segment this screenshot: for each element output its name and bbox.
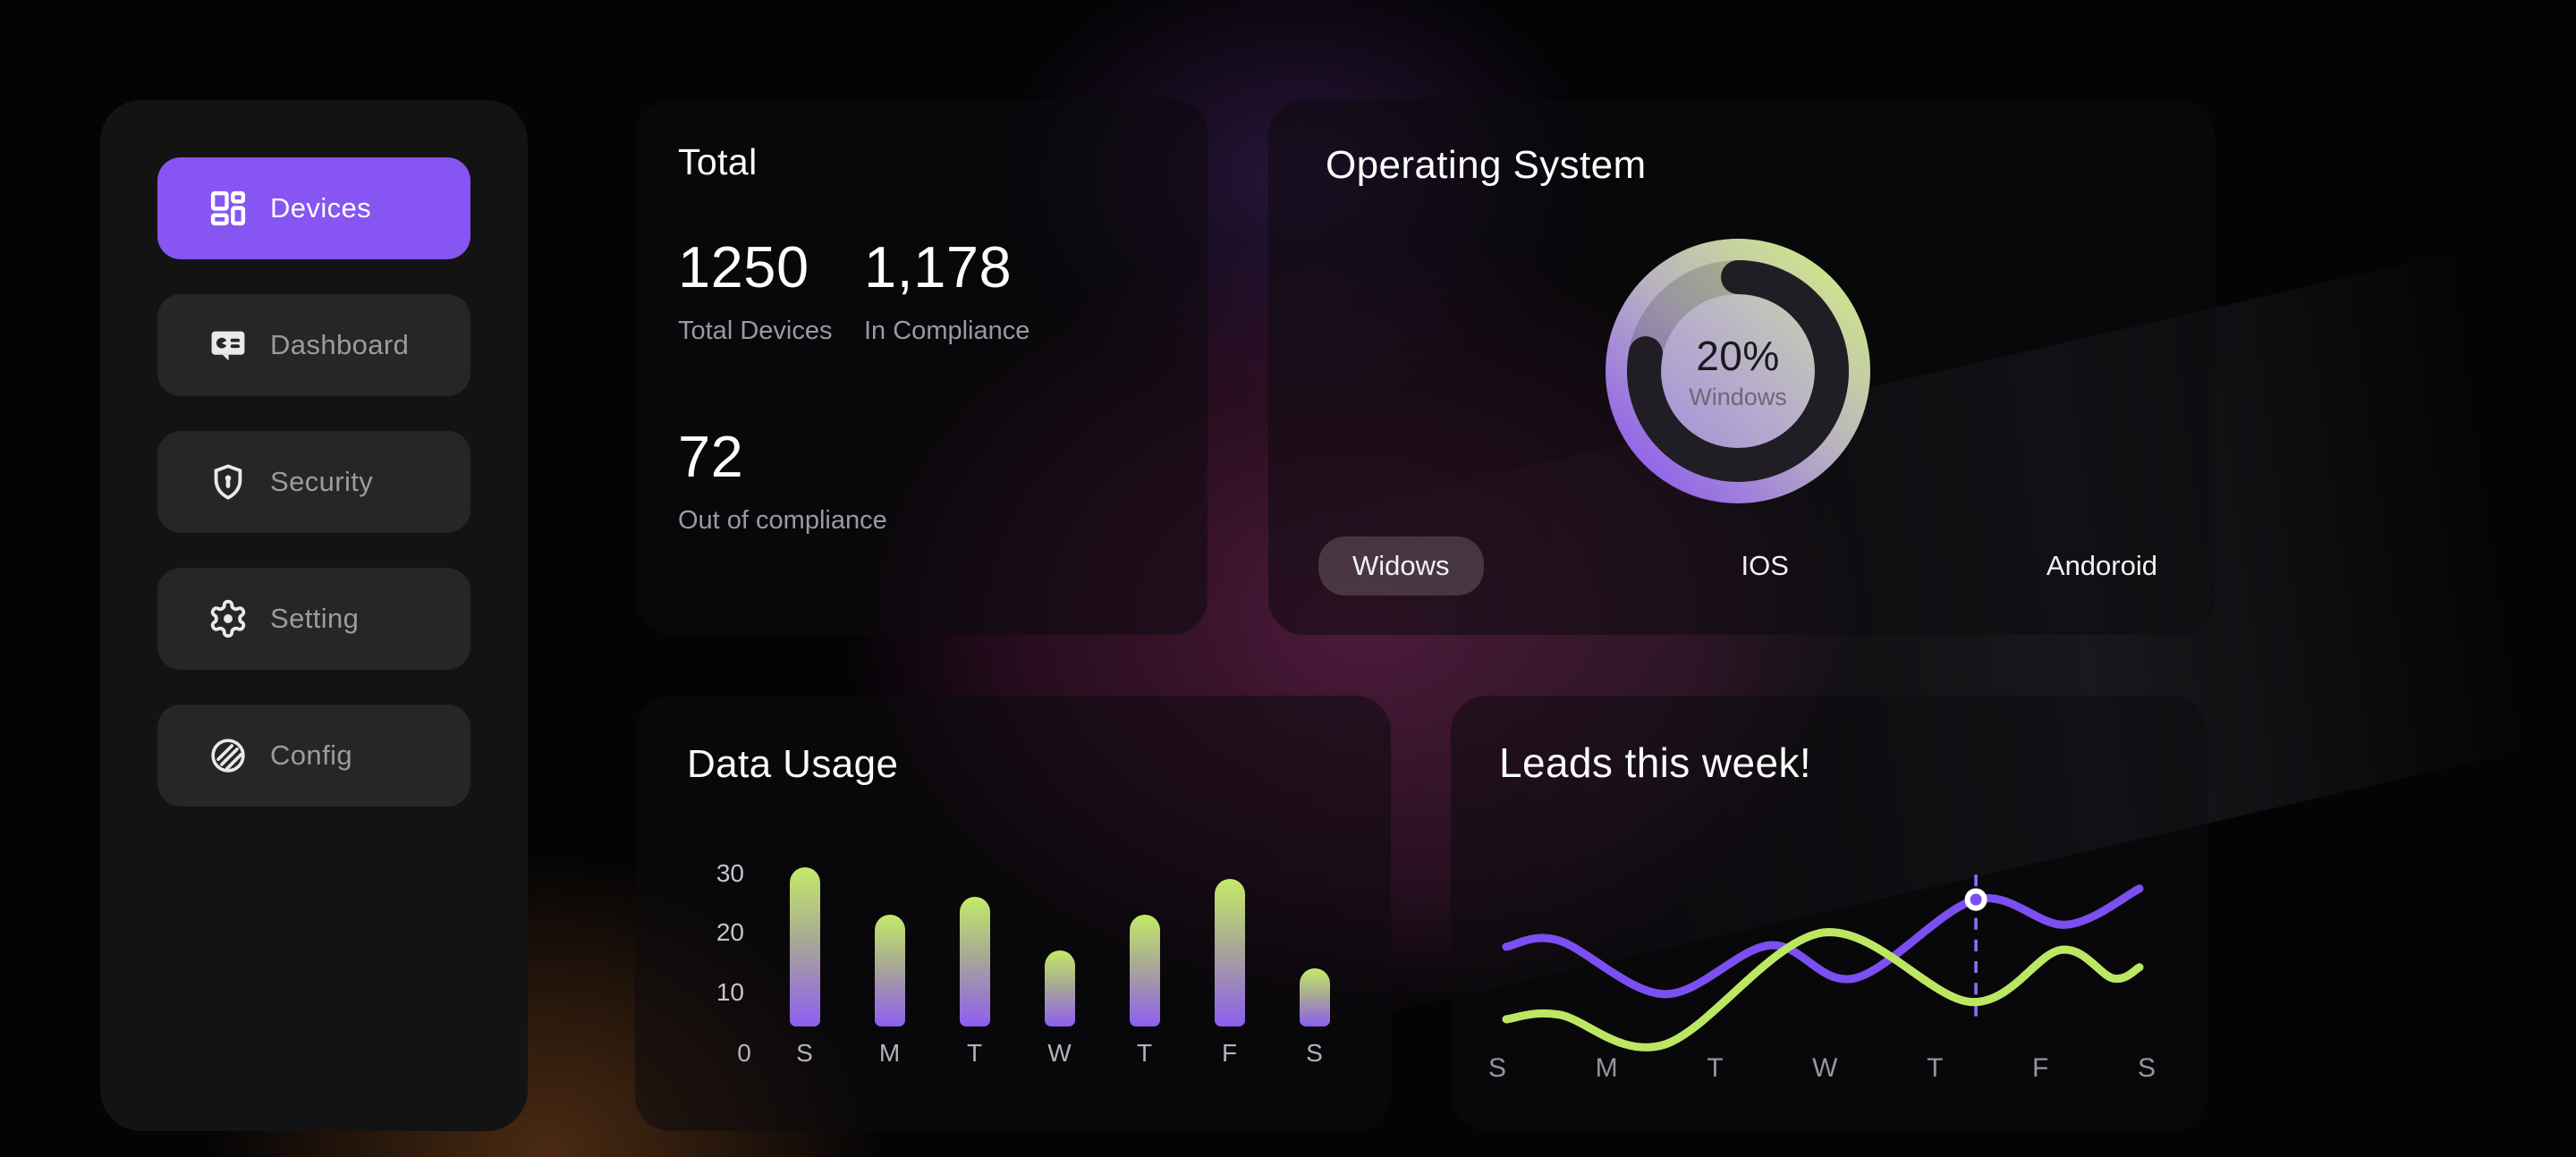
os-legend-label: IOS: [1741, 550, 1789, 581]
total-devices-label: Total Devices: [678, 317, 833, 345]
leads-green-line: [1502, 928, 2144, 1051]
bar-column: [847, 835, 932, 1026]
sidebar-item-dashboard[interactable]: Dashboard: [157, 294, 470, 396]
donut-svg: [1606, 239, 1870, 503]
sidebar-item-devices[interactable]: Devices: [157, 157, 470, 259]
usage-bar: [1129, 915, 1160, 1026]
donut-center-text: 20% Windows: [1606, 239, 1870, 503]
bar-y-axis: 30 20 10: [687, 835, 762, 1026]
peak-marker-dot: [1964, 888, 1987, 911]
usage-bar: [874, 915, 905, 1026]
leads-day-label: F: [2032, 1053, 2049, 1083]
leads-purple-line: [1502, 884, 2144, 999]
leads-card: Leads this week! S M T W T F S: [1451, 696, 2207, 1131]
os-legend-label: Andoroid: [2046, 550, 2157, 581]
y-axis-tick: 10: [716, 977, 744, 1006]
x-axis-day-label: W: [1047, 1039, 1072, 1067]
sidebar-item-label: Security: [270, 466, 374, 497]
y-axis-tick: 20: [716, 918, 744, 946]
sidebar-item-config[interactable]: Config: [157, 705, 470, 807]
y-axis-tick: 30: [716, 858, 744, 887]
os-legend-label: Widows: [1352, 550, 1450, 581]
leads-day-label: T: [1927, 1053, 1944, 1083]
donut-inner: [1660, 293, 1816, 449]
x-axis-day-label: S: [796, 1039, 813, 1067]
total-stats-row2: 72 Out of compliance: [678, 423, 1165, 536]
sidebar-item-label: Config: [270, 739, 353, 771]
bar-column: [762, 835, 847, 1026]
x-axis-origin-label: 0: [737, 1039, 751, 1067]
sidebar-item-security[interactable]: Security: [157, 431, 470, 533]
leads-day-label: M: [1595, 1053, 1618, 1083]
donut-percent-label: Windows: [1689, 383, 1787, 410]
os-legend-ios[interactable]: IOS: [1741, 536, 1789, 595]
bar-column: [1017, 835, 1102, 1026]
bar-column: [1102, 835, 1187, 1026]
data-usage-title: Data Usage: [687, 742, 899, 786]
stat-in-compliance: 1,178 In Compliance: [864, 233, 1030, 346]
gear-icon: [208, 598, 249, 639]
usage-bar: [1214, 879, 1245, 1026]
security-shield-icon: [208, 461, 249, 502]
leads-day-label: S: [2137, 1053, 2156, 1083]
total-devices-value: 1250: [678, 234, 809, 300]
leads-day-label: T: [1707, 1053, 1724, 1083]
usage-bar: [959, 897, 990, 1026]
leads-title: Leads this week!: [1499, 739, 1812, 786]
x-axis-day-label: S: [1306, 1039, 1323, 1067]
sidebar-item-label: Setting: [270, 603, 360, 634]
os-legend-windows-pill[interactable]: Widows: [1318, 536, 1484, 595]
total-card-title: Total: [678, 141, 758, 182]
usage-bar: [789, 866, 820, 1026]
usage-bar: [1044, 950, 1075, 1026]
bar-column: [932, 835, 1017, 1026]
sidebar-item-setting[interactable]: Setting: [157, 568, 470, 670]
total-stats-row: 1250 Total Devices 1,178 In Compliance: [678, 233, 1165, 346]
devices-icon: [208, 188, 249, 229]
donut-percent: 20%: [1696, 332, 1780, 379]
data-usage-bar-chart: 30 20 10 0 S M T W T F S: [687, 835, 1357, 1085]
x-axis-day-label: T: [1136, 1039, 1153, 1067]
stat-out-of-compliance: 72 Out of compliance: [678, 423, 887, 536]
leads-svg: [1502, 874, 2144, 1051]
usage-bar: [1299, 967, 1330, 1026]
stat-total-devices: 1250 Total Devices: [678, 233, 864, 346]
out-of-compliance-label: Out of compliance: [678, 506, 887, 535]
leads-line-chart: [1499, 862, 2161, 1051]
x-axis-day-label: F: [1221, 1039, 1238, 1067]
x-axis-day-label: M: [878, 1039, 901, 1067]
leads-day-label: W: [1812, 1053, 1838, 1083]
sidebar: Devices Dashboard: [100, 100, 528, 1131]
donut-arc: [1627, 260, 1849, 482]
os-legend: Widows IOS Andoroid: [1318, 536, 2157, 595]
sidebar-item-label: Devices: [270, 192, 372, 224]
os-card-title: Operating System: [1326, 143, 1647, 187]
os-donut-chart: 20% Windows: [1606, 239, 1870, 503]
x-axis-day-label: T: [966, 1039, 983, 1067]
in-compliance-value: 1,178: [864, 234, 1013, 300]
sidebar-item-label: Dashboard: [270, 329, 410, 360]
leads-day-label: S: [1488, 1053, 1507, 1083]
data-usage-card: Data Usage 30 20 10 0 S M T W T F S: [635, 696, 1391, 1131]
in-compliance-label: In Compliance: [864, 317, 1030, 345]
operating-system-card: Operating System: [1268, 100, 2215, 635]
os-legend-android[interactable]: Andoroid: [2046, 536, 2157, 595]
bar-column: [1187, 835, 1272, 1026]
total-card: Total 1250 Total Devices 1,178 In Compli…: [635, 100, 1208, 635]
bar-column: [1272, 835, 1357, 1026]
config-sphere-icon: [208, 735, 249, 776]
out-of-compliance-value: 72: [678, 424, 744, 489]
dashboard-icon: [208, 325, 249, 366]
